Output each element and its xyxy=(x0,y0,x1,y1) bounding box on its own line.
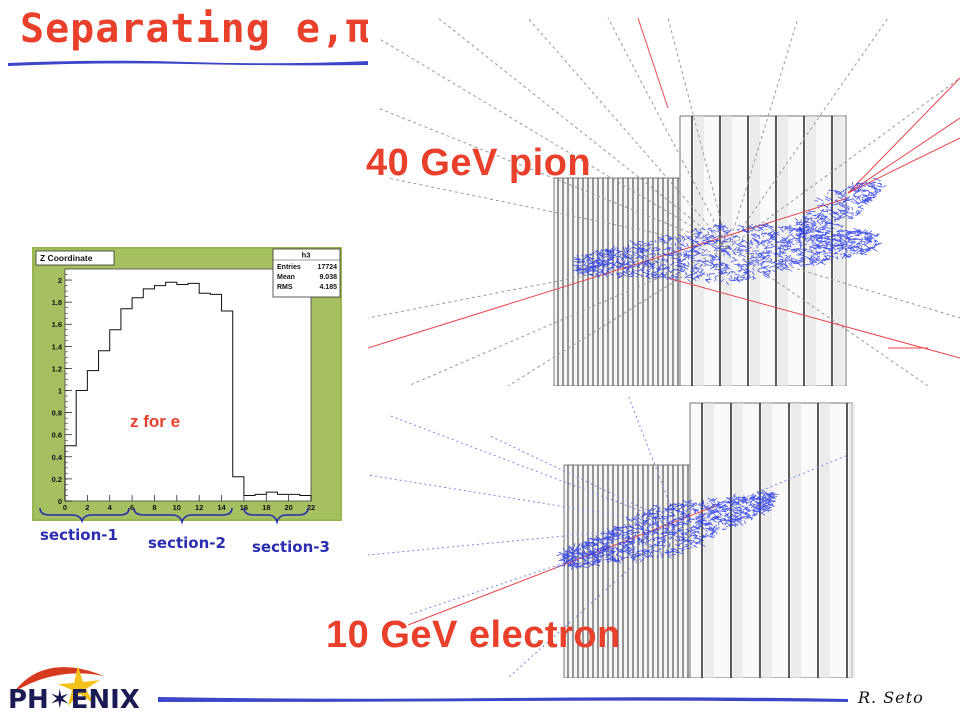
histogram-annotation: z for e xyxy=(130,412,180,431)
histogram-bin xyxy=(154,286,165,501)
section-3-brace xyxy=(243,507,309,525)
histogram-bin xyxy=(121,309,132,501)
histogram-bin xyxy=(99,351,110,501)
histogram-bin xyxy=(244,495,255,501)
z-coordinate-histogram: Z Coordinate h3 Entries 17724 Mean 9.038 RMS… xyxy=(32,247,342,521)
histogram-title-box xyxy=(35,250,115,266)
x-tick-label: 10 xyxy=(173,503,181,512)
histogram-bin xyxy=(266,492,277,501)
stats-value: 17724 xyxy=(318,264,338,271)
footer-rule xyxy=(158,697,848,702)
logo-star xyxy=(58,666,100,706)
photon-tracks xyxy=(368,395,849,678)
x-tick-label: 20 xyxy=(284,503,292,512)
stats-key: Mean xyxy=(277,274,295,281)
x-tick-label: 6 xyxy=(130,503,134,512)
stats-value: 4.185 xyxy=(319,284,337,291)
y-tick-label: 0.4 xyxy=(52,453,63,462)
x-tick-label: 4 xyxy=(108,503,113,512)
stats-key: Entries xyxy=(277,264,301,271)
x-tick-label: 12 xyxy=(195,503,203,512)
section-braces xyxy=(39,507,309,525)
y-tick-label: 2 xyxy=(58,276,62,285)
histogram-bin xyxy=(65,446,76,501)
pion-shower-hits xyxy=(572,177,887,286)
detector-plates xyxy=(567,403,855,678)
y-tick-label: 0.6 xyxy=(52,431,62,440)
section-1-brace xyxy=(39,507,130,524)
x-tick-label: 18 xyxy=(262,503,270,512)
logo-text: PH✶ENIX xyxy=(8,685,140,715)
histogram-bin xyxy=(132,298,143,501)
histogram-bin xyxy=(188,283,199,501)
y-tick-label: 1.6 xyxy=(52,320,62,329)
electron-shower-hits xyxy=(556,489,779,570)
y-tick-label: 1.8 xyxy=(52,298,62,307)
electron-label: 10 GeV electron xyxy=(326,614,621,656)
y-tick-label: 1.2 xyxy=(52,364,62,373)
stats-rows: Entries 17724 Mean 9.038 RMS 4.185 xyxy=(277,264,337,291)
histogram-bin xyxy=(110,330,121,501)
x-tick-label: 22 xyxy=(307,503,315,512)
histogram-bin xyxy=(87,371,98,501)
histogram-bin xyxy=(222,311,233,501)
x-tick-label: 0 xyxy=(63,503,67,512)
histogram-name: h3 xyxy=(302,251,311,260)
slide-title: Separating e,π xyxy=(20,6,372,52)
y-tick-label: 0.8 xyxy=(52,409,62,418)
histogram-bin xyxy=(255,494,266,501)
histogram-bin xyxy=(76,391,87,501)
y-tick-label: 1.4 xyxy=(52,342,63,351)
pion-shower-simulation xyxy=(368,18,960,386)
y-tick-label: 0 xyxy=(58,497,62,506)
electron-shower-simulation xyxy=(368,395,855,678)
section-3-label: section-3 xyxy=(252,538,330,556)
histogram-bin xyxy=(300,495,311,501)
histogram-bin xyxy=(210,294,221,501)
x-tick-label: 14 xyxy=(217,503,226,512)
histogram-bin xyxy=(277,494,288,501)
section-2-brace xyxy=(133,507,233,525)
neutral-tracks xyxy=(368,18,960,386)
histogram-steps xyxy=(64,281,312,501)
x-tick-label: 16 xyxy=(240,503,248,512)
logo-swoosh xyxy=(14,667,104,692)
plot-area xyxy=(64,268,312,502)
y-tick-label: 1 xyxy=(58,387,62,396)
histogram-bin xyxy=(289,494,300,501)
histogram-bin xyxy=(143,289,154,501)
histogram-bin xyxy=(177,284,188,501)
section-2-label: section-2 xyxy=(148,534,226,552)
stats-box xyxy=(272,248,341,298)
charged-tracks xyxy=(368,18,960,359)
phenix-logo: PH✶ENIX xyxy=(8,666,140,715)
section-1-label: section-1 xyxy=(40,526,118,544)
histogram-title: Z Coordinate xyxy=(40,253,93,263)
author-credit: R. Seto xyxy=(858,688,924,707)
histogram-bin xyxy=(233,477,244,501)
pion-label: 40 GeV pion xyxy=(366,142,592,184)
stats-value: 9.038 xyxy=(319,274,337,281)
histogram-bin xyxy=(166,282,177,501)
x-tick-label: 8 xyxy=(152,503,156,512)
calorimeter-front-block xyxy=(553,177,681,386)
histogram-bin xyxy=(199,293,210,501)
stats-key: RMS xyxy=(277,284,293,291)
x-tick-label: 2 xyxy=(85,503,89,512)
y-tick-label: 0.2 xyxy=(52,475,62,484)
title-underline xyxy=(8,60,370,66)
